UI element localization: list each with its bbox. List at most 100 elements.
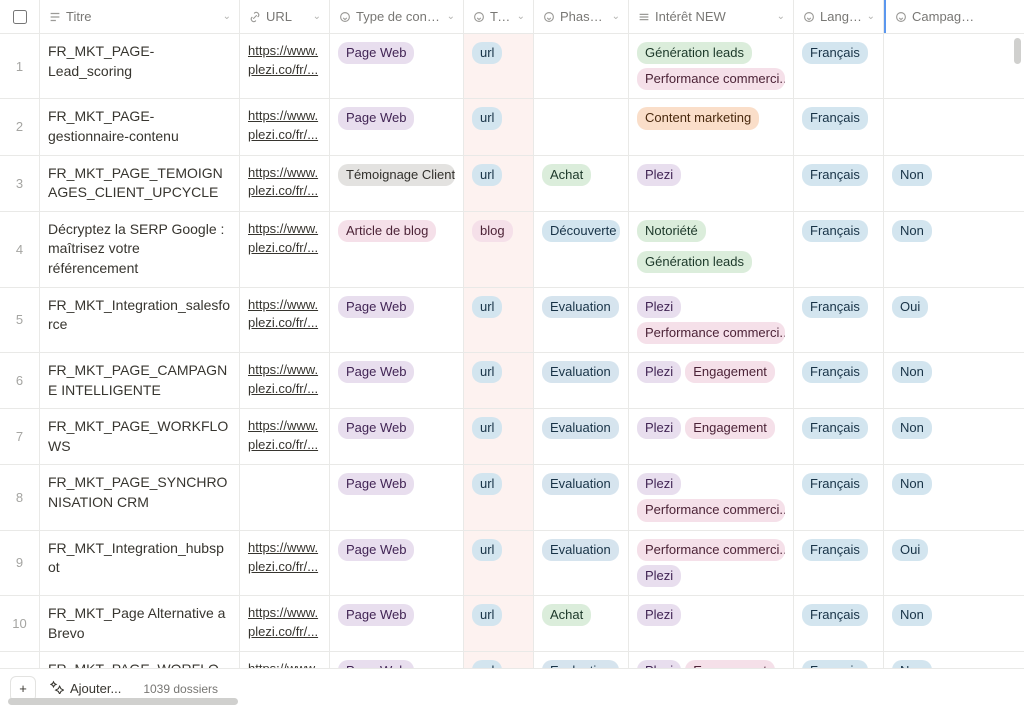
title-cell[interactable]: FR_MKT_PAGE_SYNCHRONISATION CRM — [40, 465, 240, 529]
url-link[interactable]: https://www.plezi.co/fr/... — [248, 164, 321, 202]
interet-cell[interactable]: NotoriétéGénération leads — [629, 212, 794, 287]
col-header-type[interactable]: Type ⌄ — [464, 0, 534, 33]
url-cell[interactable]: https://www.plezi.co/fr/... — [240, 353, 330, 408]
title-cell[interactable]: FR_MKT_PAGE-gestionnaire-contenu — [40, 99, 240, 154]
phases-cell[interactable]: Achat — [534, 156, 629, 211]
langue-cell[interactable]: Français — [794, 99, 884, 154]
campagne-cell[interactable]: Oui — [884, 531, 984, 595]
col-header-phases[interactable]: Phase(s) ⌄ — [534, 0, 629, 33]
url-cell[interactable]: https://www.plezi.co/fr/... — [240, 531, 330, 595]
title-cell[interactable]: FR_MKT_Integration_hubspot — [40, 531, 240, 595]
col-header-campagne[interactable]: Campagne intelli — [884, 0, 984, 33]
select-all-checkbox[interactable] — [13, 10, 27, 24]
campagne-cell[interactable]: Non — [884, 596, 984, 651]
url-link[interactable]: https://www.plezi.co/fr/... — [248, 604, 321, 642]
title-cell[interactable]: FR_MKT_Page Alternative a Brevo — [40, 596, 240, 651]
horizontal-scrollbar[interactable] — [8, 698, 238, 705]
interet-cell[interactable]: Génération leadsPerformance commerci... — [629, 34, 794, 98]
interet-cell[interactable]: PleziPerformance commerci... — [629, 288, 794, 352]
table-row[interactable]: 5FR_MKT_Integration_salesforcehttps://ww… — [0, 288, 1024, 353]
campagne-cell[interactable] — [884, 34, 984, 98]
campagne-cell[interactable] — [884, 99, 984, 154]
type-cell[interactable]: url — [464, 596, 534, 651]
url-link[interactable]: https://www.plezi.co/fr/... — [248, 42, 321, 80]
url-cell[interactable]: https://www.plezi.co/fr/... — [240, 288, 330, 352]
col-header-langue[interactable]: Langue ⌄ — [794, 0, 884, 33]
langue-cell[interactable]: Français — [794, 156, 884, 211]
content-type-cell[interactable]: Article de blog — [330, 212, 464, 287]
type-cell[interactable]: url — [464, 288, 534, 352]
phases-cell[interactable]: Achat — [534, 596, 629, 651]
url-link[interactable]: https://www.plezi.co/fr/... — [248, 539, 321, 577]
title-cell[interactable]: FR_MKT_Integration_salesforce — [40, 288, 240, 352]
col-header-type-contenu[interactable]: Type de contenu ⌄ — [330, 0, 464, 33]
phases-cell[interactable]: Evaluation — [534, 465, 629, 529]
content-type-cell[interactable]: Page Web — [330, 596, 464, 651]
content-type-cell[interactable]: Page Web — [330, 353, 464, 408]
url-cell[interactable]: https://www.plezi.co/fr/... — [240, 156, 330, 211]
table-row[interactable]: 6FR_MKT_PAGE_CAMPAGNE INTELLIGENTEhttps:… — [0, 353, 1024, 409]
type-cell[interactable]: url — [464, 34, 534, 98]
table-row[interactable]: 2FR_MKT_PAGE-gestionnaire-contenuhttps:/… — [0, 99, 1024, 155]
content-type-cell[interactable]: Témoignage Client... — [330, 156, 464, 211]
interet-cell[interactable]: PleziEngagement — [629, 409, 794, 464]
campagne-cell[interactable]: Non — [884, 353, 984, 408]
langue-cell[interactable]: Français — [794, 409, 884, 464]
table-row[interactable]: 3FR_MKT_PAGE_TEMOIGNAGES_CLIENT_UPCYCLEh… — [0, 156, 1024, 212]
type-cell[interactable]: url — [464, 531, 534, 595]
title-cell[interactable]: FR_MKT_PAGE_CAMPAGNE INTELLIGENTE — [40, 353, 240, 408]
col-header-titre[interactable]: Titre ⌄ — [40, 0, 240, 33]
table-row[interactable]: 1FR_MKT_PAGE-Lead_scoringhttps://www.ple… — [0, 34, 1024, 99]
content-type-cell[interactable]: Page Web — [330, 288, 464, 352]
url-cell[interactable] — [240, 465, 330, 529]
interet-cell[interactable]: Performance commerci...Plezi — [629, 531, 794, 595]
url-link[interactable]: https://www.plezi.co/fr/... — [248, 220, 321, 258]
type-cell[interactable]: blog — [464, 212, 534, 287]
interet-cell[interactable]: Plezi — [629, 596, 794, 651]
vertical-scrollbar[interactable] — [1014, 38, 1021, 64]
phases-cell[interactable]: Evaluation — [534, 353, 629, 408]
table-row[interactable]: 9FR_MKT_Integration_hubspothttps://www.p… — [0, 531, 1024, 596]
url-link[interactable]: https://www.plezi.co/fr/... — [248, 417, 321, 455]
table-row[interactable]: 10FR_MKT_Page Alternative a Brevohttps:/… — [0, 596, 1024, 652]
title-cell[interactable]: FR_MKT_PAGE_TEMOIGNAGES_CLIENT_UPCYCLE — [40, 156, 240, 211]
url-cell[interactable]: https://www.plezi.co/fr/... — [240, 596, 330, 651]
content-type-cell[interactable]: Page Web — [330, 99, 464, 154]
title-cell[interactable]: FR_MKT_PAGE_WORKFLOWS — [40, 409, 240, 464]
table-row[interactable]: 4Décryptez la SERP Google : maîtrisez vo… — [0, 212, 1024, 288]
campagne-cell[interactable]: Non — [884, 212, 984, 287]
table-row[interactable]: 8FR_MKT_PAGE_SYNCHRONISATION CRMPage Web… — [0, 465, 1024, 530]
phases-cell[interactable]: Evaluation — [534, 531, 629, 595]
interet-cell[interactable]: Plezi — [629, 156, 794, 211]
col-header-url[interactable]: URL ⌄ — [240, 0, 330, 33]
type-cell[interactable]: url — [464, 409, 534, 464]
langue-cell[interactable]: Français — [794, 212, 884, 287]
title-cell[interactable]: Décryptez la SERP Google : maîtrisez vot… — [40, 212, 240, 287]
url-link[interactable]: https://www.plezi.co/fr/... — [248, 361, 321, 399]
interet-cell[interactable]: PleziPerformance commerci... — [629, 465, 794, 529]
content-type-cell[interactable]: Page Web — [330, 531, 464, 595]
campagne-cell[interactable]: Non — [884, 409, 984, 464]
url-cell[interactable]: https://www.plezi.co/fr/... — [240, 409, 330, 464]
phases-cell[interactable]: Découverte — [534, 212, 629, 287]
url-cell[interactable]: https://www.plezi.co/fr/... — [240, 34, 330, 98]
content-type-cell[interactable]: Page Web — [330, 409, 464, 464]
add-menu-button[interactable]: Ajouter... — [50, 680, 121, 697]
type-cell[interactable]: url — [464, 353, 534, 408]
col-header-interet[interactable]: Intérêt NEW ⌄ — [629, 0, 794, 33]
type-cell[interactable]: url — [464, 99, 534, 154]
phases-cell[interactable] — [534, 99, 629, 154]
url-link[interactable]: https://www.plezi.co/fr/... — [248, 296, 321, 334]
campagne-cell[interactable]: Non — [884, 156, 984, 211]
campagne-cell[interactable]: Oui — [884, 288, 984, 352]
url-cell[interactable]: https://www.plezi.co/fr/... — [240, 212, 330, 287]
langue-cell[interactable]: Français — [794, 34, 884, 98]
langue-cell[interactable]: Français — [794, 288, 884, 352]
langue-cell[interactable]: Français — [794, 531, 884, 595]
phases-cell[interactable] — [534, 34, 629, 98]
type-cell[interactable]: url — [464, 465, 534, 529]
interet-cell[interactable]: PleziEngagement — [629, 353, 794, 408]
campagne-cell[interactable]: Non — [884, 465, 984, 529]
langue-cell[interactable]: Français — [794, 353, 884, 408]
content-type-cell[interactable]: Page Web — [330, 34, 464, 98]
